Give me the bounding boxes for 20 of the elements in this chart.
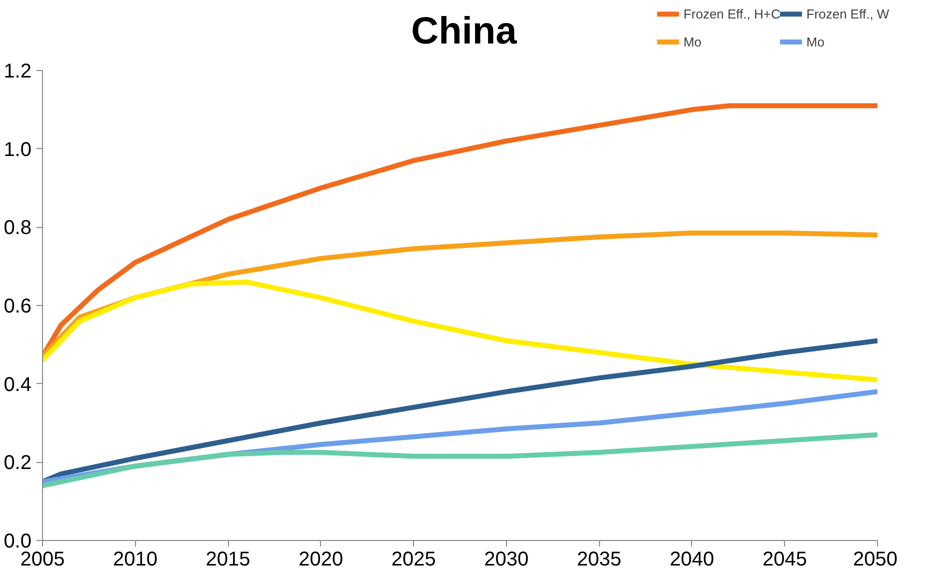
x-tick-label: 2015 — [206, 548, 250, 570]
y-tick-label: 0.8 — [4, 217, 32, 240]
y-tick-label: 0.2 — [4, 452, 32, 474]
x-tick-label: 2040 — [670, 548, 714, 570]
legend-label: Mo — [683, 34, 702, 50]
x-tick-label: 2010 — [113, 548, 158, 570]
y-tick-label: 1.2 — [4, 60, 32, 82]
y-tick-label: 0.4 — [4, 374, 32, 396]
chart-title: China — [411, 10, 518, 52]
legend-label: Frozen Eff., W — [806, 6, 890, 22]
x-tick-label: 2020 — [298, 548, 344, 570]
y-tick-label: 0.6 — [4, 296, 32, 318]
legend-label: Frozen Eff., H+C — [683, 6, 780, 22]
x-tick-label: 2045 — [762, 548, 807, 570]
legend-label: Mo — [806, 34, 824, 50]
y-tick-label: 1.0 — [4, 138, 32, 161]
x-tick-label: 2050 — [853, 548, 898, 570]
x-tick-label: 2035 — [576, 548, 622, 570]
x-tick-label: 2030 — [484, 548, 529, 570]
x-tick-label: 2025 — [391, 548, 436, 570]
